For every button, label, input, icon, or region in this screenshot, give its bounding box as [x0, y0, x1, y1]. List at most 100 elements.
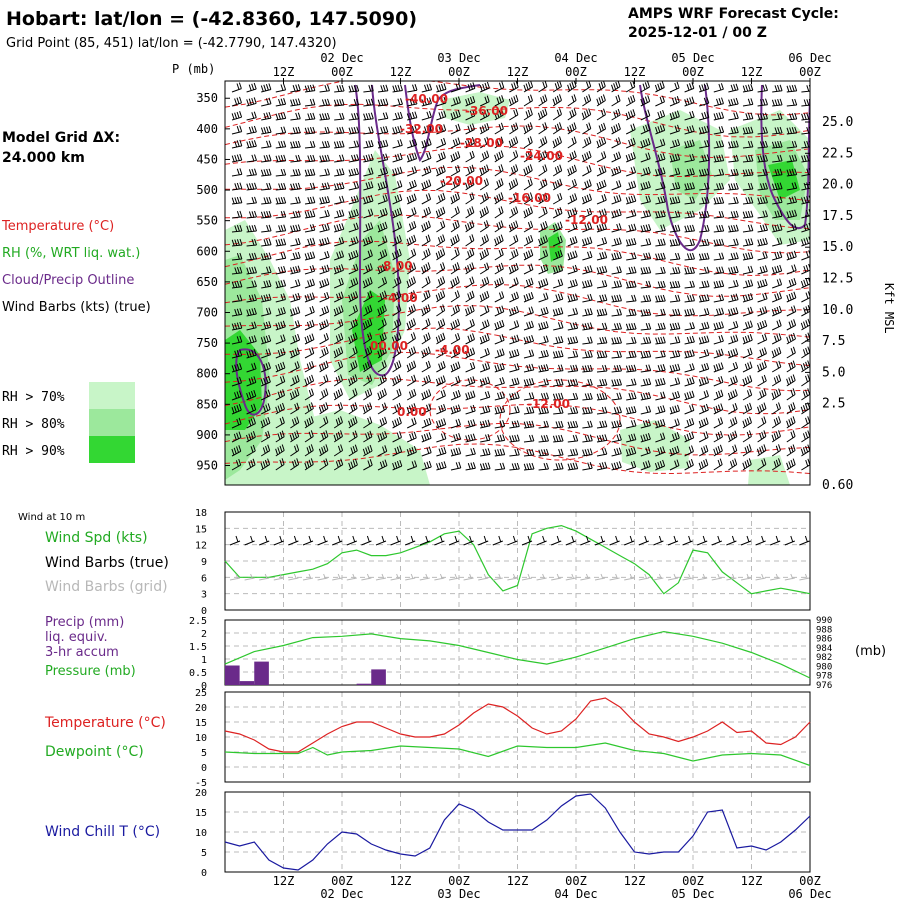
- wind-barb: [786, 388, 796, 401]
- wind-barb: [334, 236, 345, 247]
- wind-barb: [465, 109, 476, 121]
- rh-region: [300, 410, 430, 485]
- wind-barb: [771, 458, 781, 471]
- wind-barb: [596, 447, 608, 457]
- wind-barb: [581, 150, 592, 163]
- wind-barb: [494, 248, 504, 261]
- surface-wind-barb-grid: [405, 573, 416, 581]
- wind-speed-line: [224, 524, 811, 595]
- precip-legend-2: liq. equiv.: [45, 630, 108, 645]
- wind-barb: [582, 293, 593, 303]
- wind-barb: [582, 222, 593, 233]
- wind-barb: [407, 125, 418, 135]
- wind-barb: [231, 224, 243, 233]
- surface-panels: 0 3 6 9 12 15 18 0 0.5 1 1.5 2 2.5 976978980982984986…: [189, 508, 832, 879]
- wind-barb: [377, 459, 388, 471]
- wind-barb: [377, 139, 389, 149]
- wind-barb: [406, 360, 417, 373]
- forecast-cycle-label: AMPS WRF Forecast Cycle:: [628, 6, 839, 22]
- wind-barb: [479, 248, 490, 261]
- wind-barb: [699, 321, 710, 331]
- wind-barb: [436, 318, 446, 331]
- panel-y-tick-label: 2.5: [189, 616, 207, 627]
- wind-barb: [421, 318, 431, 331]
- wind-barb: [611, 180, 622, 191]
- wind-barb: [406, 431, 417, 443]
- wind-barb: [801, 250, 810, 261]
- wind-barb: [319, 264, 330, 275]
- wind-barb: [713, 335, 724, 345]
- wind-barb: [392, 180, 403, 191]
- pressure-tick-label: 400: [196, 122, 218, 136]
- wind-barb: [523, 122, 533, 135]
- wind-barb: [421, 165, 432, 177]
- wind-barb: [275, 252, 287, 261]
- wind-barb: [640, 109, 651, 121]
- wind-barb: [684, 182, 695, 191]
- wind-barb: [626, 350, 637, 359]
- wind-barb: [363, 388, 373, 401]
- wind-barb: [494, 319, 505, 331]
- panel-y-tick-label: 9: [201, 557, 207, 568]
- wind-barb: [626, 308, 637, 317]
- wind-barb: [596, 194, 607, 205]
- wind-barb: [757, 98, 768, 107]
- wind-barb: [581, 108, 592, 121]
- wind-barb: [713, 224, 725, 233]
- wind-barb: [290, 265, 301, 275]
- wind-barb: [684, 445, 694, 457]
- wind-barb: [523, 164, 533, 177]
- wind-barb: [450, 276, 460, 289]
- rh-level-80: RH > 80%: [2, 417, 65, 432]
- wind-barb: [319, 458, 329, 471]
- wind-barb: [699, 280, 710, 289]
- wind-barb: [757, 112, 768, 121]
- wind-barb: [713, 252, 725, 261]
- wind-barb: [363, 459, 373, 471]
- wind-barb: [625, 322, 637, 331]
- pressure-tick-label: 700: [196, 305, 218, 319]
- wind-barb: [289, 347, 300, 359]
- wind-barb: [494, 377, 505, 387]
- wind-barb: [640, 138, 651, 149]
- wind-barb: [450, 178, 461, 191]
- wind-barb: [465, 150, 475, 163]
- wind-barb: [786, 360, 796, 373]
- wind-barb: [494, 420, 506, 429]
- wind-barb: [596, 237, 608, 247]
- wind-barb: [479, 150, 490, 163]
- wind-barb: [655, 391, 666, 401]
- rh-shading: [225, 92, 810, 485]
- wind-barb: [582, 165, 592, 177]
- precip-legend-3: 3-hr accum: [45, 645, 119, 660]
- wind-barb: [801, 154, 810, 163]
- surface-wind-barb: [273, 535, 284, 546]
- wind-barb: [479, 192, 489, 205]
- wind-barb: [494, 391, 505, 401]
- top-date-label: 02 Dec: [320, 51, 363, 65]
- wind-barb: [450, 96, 461, 107]
- wind-barb: [684, 417, 695, 429]
- wind-barb: [348, 374, 358, 387]
- wind-barb: [304, 430, 314, 443]
- wind-barb: [567, 136, 577, 149]
- wind-barb: [465, 404, 476, 415]
- wind-barb: [669, 322, 681, 331]
- wind-barb: [801, 458, 810, 471]
- wind-barb: [304, 416, 314, 429]
- wind-barb: [699, 97, 710, 107]
- wind-barb: [494, 348, 505, 359]
- legend-rh: RH (%, WRT liq. wat.): [2, 246, 140, 261]
- wind-barb: [523, 150, 533, 163]
- wind-barb: [538, 94, 548, 107]
- wind-barb: [581, 193, 592, 205]
- wind-barb: [655, 418, 666, 429]
- wind-barb: [786, 84, 798, 93]
- wind-barb: [582, 448, 593, 457]
- wind-barb: [582, 250, 593, 261]
- wind-barb: [246, 125, 257, 135]
- bottom-date-label: 06 Dec: [788, 887, 831, 900]
- wind-barb: [465, 319, 475, 331]
- wind-barb: [246, 376, 257, 387]
- wind-barb: [304, 306, 315, 317]
